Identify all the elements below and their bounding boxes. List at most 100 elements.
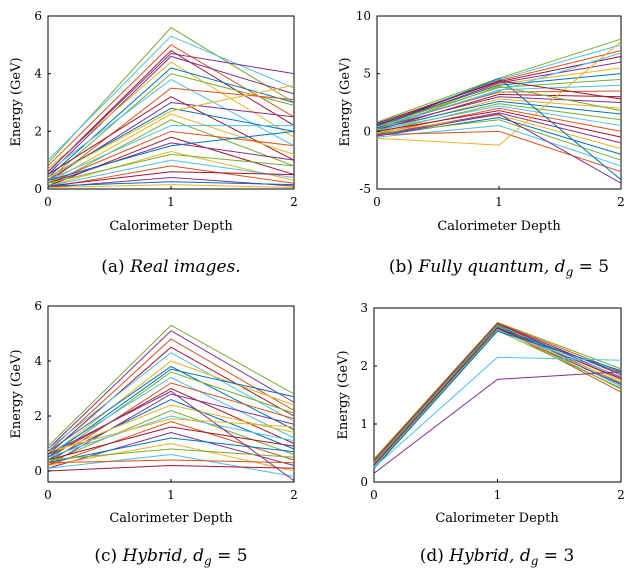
panel-c-series-line [47,352,295,450]
panel-a-series-line [47,142,295,184]
panel-c: 0 1 2 0 2 4 6 Calorimeter Depth Energy (GeV) (… [9,299,298,568]
panel-b-caption: (b) Fully quantum, dg = 5 [389,257,609,279]
panel-a-series-line [47,107,295,178]
panel-a-series-line [47,119,295,187]
panel-b-series-line [376,77,622,181]
panel-b-series-line [376,55,622,124]
panel-a-series-line [47,159,295,187]
panel-a-series-line [47,181,295,187]
panel-c-y-tick-label: 2 [34,409,42,423]
panel-a-series-line [47,96,295,176]
panel-c-series-line [47,387,295,458]
panel-d-ylabel: Energy (GeV) [336,350,351,439]
panel-a-series-line [47,55,295,175]
panel-a-series-line [47,125,294,181]
panel-a-series-line [47,84,295,178]
panel-b-series-line [376,40,622,146]
panel-c-series-line [47,371,295,461]
panel-a-series-line [47,44,295,167]
panel-a-series-line [47,151,295,187]
panel-c-lines [47,324,295,482]
panel-b-series-line [376,61,622,128]
panel-d-xlabel: Calorimeter Depth [435,511,559,526]
panel-c-series-line [47,418,295,453]
panel-a-series-line [47,184,295,189]
panel-d-y-tick-label: 2 [360,359,368,373]
panel-c-x-tick-label: 0 [44,488,52,502]
panel-a-y-tick-label: 6 [34,9,42,23]
panel-c-series-line [47,360,295,458]
panel-c-series-line [47,390,295,482]
panel-b-series-line [376,96,622,129]
panel-b-series-line [376,84,622,130]
panel-b-y-tick-label: 5 [363,67,371,81]
panel-c-series-line [47,426,295,461]
panel-c-series-line [47,330,295,450]
panel-b-y-tick-label: -5 [359,182,371,196]
panel-b-ylabel: Energy (GeV) [338,57,353,146]
panel-c-x-tick-label: 1 [167,488,175,502]
panel-c-series-line [47,453,295,477]
panel-c-series-line [47,415,295,458]
panel-b-series-line [376,52,622,128]
panel-c-series-line [47,382,295,464]
panel-c-ticks: 0 1 2 0 2 4 6 [34,299,297,502]
panel-c-series-line [47,368,295,458]
panel-b-series-line [376,100,622,130]
panel-c-series-line [47,393,295,466]
panel-d-y-tick-label: 0 [360,475,368,489]
panel-d-series-line [373,356,622,468]
panel-a-series-line [47,26,295,164]
panel-c-series-line [47,448,295,461]
panel-b-series-line [376,113,622,184]
panel-b-axes-box [376,15,622,190]
panel-c-series-line [47,459,295,464]
panel-d-x-tick-label: 1 [494,488,502,502]
panel-d-series-line [373,330,622,469]
panel-d-series-line [373,322,622,461]
panel-b-series-line [376,103,622,133]
panel-a-series-line [47,130,295,184]
panel-b-series-line [376,105,622,131]
panel-a: 0 1 2 0 2 4 6 Calorimeter Depth Energy (GeV) (… [9,9,298,277]
panel-a-series-line [47,87,295,184]
panel-a-series-line [47,52,295,173]
panel-a-x-tick-label: 0 [44,195,52,209]
panel-c-xlabel: Calorimeter Depth [109,511,233,526]
panel-b-series-line [376,110,622,138]
panel-d-series-line [373,371,622,474]
panel-b-series-line [376,93,622,131]
panel-a-x-tick-label: 2 [290,195,298,209]
panel-c-series-line [47,365,295,453]
panel-d-ticks: 0 1 2 0 1 2 3 [360,301,624,502]
panel-a-xlabel: Calorimeter Depth [109,219,233,234]
panel-a-ticks: 0 1 2 0 2 4 6 [34,9,297,209]
panel-b-y-tick-label: 0 [363,124,371,138]
panel-b-series-line [376,112,622,144]
panel-b-x-tick-label: 2 [617,195,625,209]
panel-d: 0 1 2 0 1 2 3 Calorimeter Depth Energy (GeV) (… [336,301,625,568]
panel-c-series-line [47,464,295,472]
panel-a-series-line [47,49,295,173]
panel-b-series-line [376,98,622,132]
panel-d-series-line [373,321,622,460]
panel-c-ylabel: Energy (GeV) [9,349,24,438]
panel-c-series-line [47,404,295,455]
panel-d-x-tick-label: 2 [617,488,625,502]
panel-a-series-line [47,171,295,187]
panel-b-series-line [376,78,622,127]
panel-b-x-tick-label: 1 [495,195,503,209]
panel-a-y-tick-label: 0 [34,182,42,196]
panel-d-x-tick-label: 0 [370,488,378,502]
panel-b-series-line [376,114,622,150]
panel-b-lines [376,38,622,184]
panel-c-series-line [47,376,295,455]
panel-c-y-tick-label: 6 [34,299,42,313]
panel-b-series-line [376,116,622,155]
panel-c-series-line [47,324,295,447]
panel-a-y-tick-label: 2 [34,124,42,138]
panel-a-series-line [47,153,295,184]
